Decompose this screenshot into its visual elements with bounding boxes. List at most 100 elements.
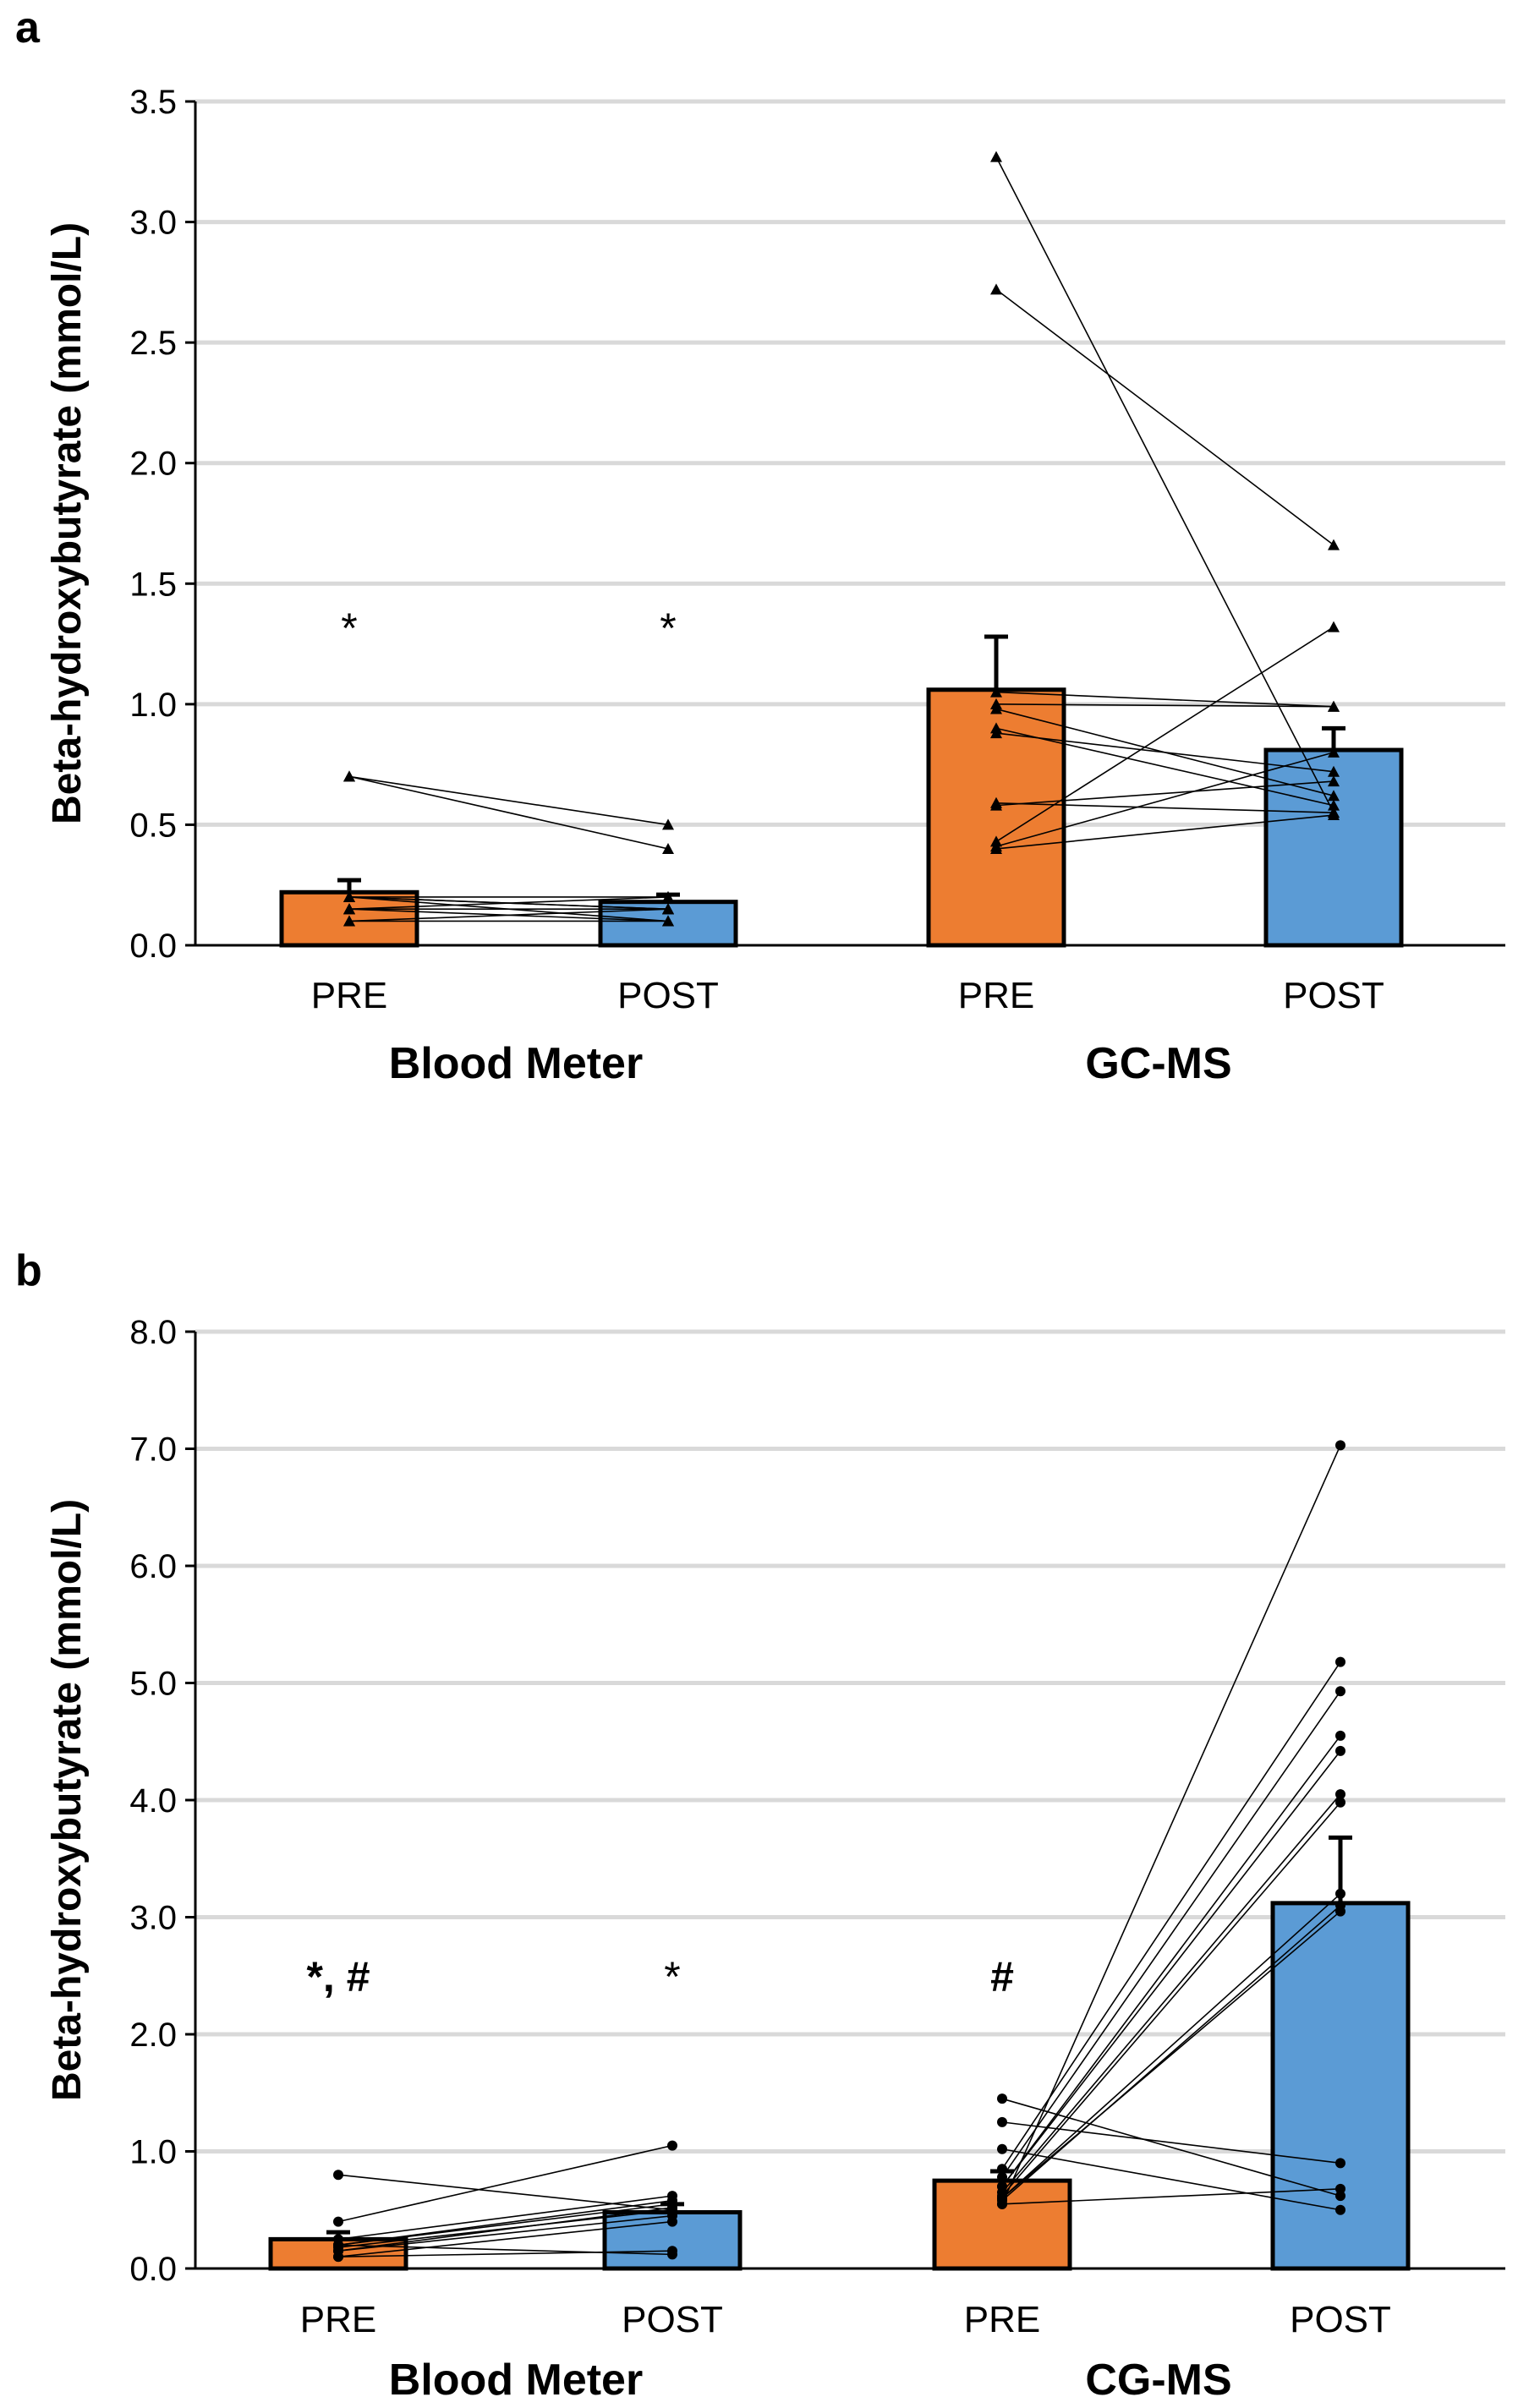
data-point — [1328, 746, 1340, 758]
chart-panel-b: b 0.0 1.0 2.0 3.0 4.0 5.0 6.0 7.0 8.0 Beta-hydroxy… — [15, 1246, 1505, 2405]
data-point — [990, 842, 1002, 854]
data-point — [1335, 1789, 1345, 1800]
subject-line — [995, 727, 1334, 807]
data-point — [1328, 809, 1340, 821]
subject-line — [1001, 1661, 1341, 2170]
subject-line — [1001, 1905, 1341, 2202]
subject-line — [995, 802, 1334, 813]
significance-marker: * — [660, 605, 676, 652]
y-tick-label: 1.0 — [129, 687, 177, 724]
data-point — [662, 818, 674, 830]
data-point — [1335, 2204, 1345, 2215]
subject-line — [348, 908, 669, 922]
subject-line — [995, 732, 1334, 773]
data-point — [667, 2249, 677, 2260]
subject-line — [1001, 1802, 1341, 2197]
category-label: PRE — [964, 2299, 1040, 2340]
y-tick-label: 2.0 — [129, 446, 177, 483]
category-label: POST — [1290, 2299, 1391, 2340]
data-point — [662, 842, 674, 854]
group-blood-meter: *, # * PRE POST Blood Meter — [268, 1953, 743, 2405]
subject-line — [337, 2203, 673, 2247]
data-point — [1335, 1730, 1345, 1741]
subject-line — [995, 156, 1334, 813]
y-tick-label: 5.0 — [129, 1666, 177, 1703]
subject-line — [348, 775, 669, 826]
data-point — [1335, 1656, 1345, 1667]
group-cg-ms: # PRE POST CG-MS — [932, 1440, 1411, 2405]
subject-line — [337, 2220, 673, 2258]
data-point — [997, 2093, 1007, 2104]
data-point — [1335, 2158, 1345, 2169]
y-tick-label: 7.0 — [129, 1431, 177, 1469]
y-axis-label: Beta-hydroxybutyrate (mmol/L) — [45, 1499, 90, 2101]
group-gc-ms: PRE POST GC-MS — [926, 150, 1404, 1088]
subject-line — [995, 626, 1334, 843]
subject-line — [337, 2195, 673, 2241]
panel-letter: a — [15, 3, 41, 52]
data-point — [1335, 1745, 1345, 1756]
data-point — [343, 770, 355, 782]
y-tick-label: 2.5 — [129, 325, 177, 362]
data-point — [343, 903, 355, 915]
y-tick-label: 3.0 — [129, 1900, 177, 1937]
y-tick-label: 1.5 — [129, 566, 177, 603]
y-tick-label: 6.0 — [129, 1548, 177, 1585]
data-point — [990, 283, 1002, 295]
significance-marker: *, # — [306, 1953, 370, 2000]
data-point — [1335, 1440, 1345, 1451]
data-point — [662, 903, 674, 915]
data-point — [662, 915, 674, 927]
subject-line — [995, 288, 1334, 546]
data-point — [1328, 799, 1340, 811]
y-tick-label: 0.5 — [129, 807, 177, 844]
y-tick-label: 8.0 — [129, 1314, 177, 1351]
subject-line — [348, 775, 669, 850]
subject-line — [348, 896, 669, 911]
group-label: Blood Meter — [389, 2356, 643, 2405]
data-point — [990, 150, 1002, 162]
y-tick-label: 0.0 — [129, 2251, 177, 2288]
data-point — [1335, 1906, 1345, 1917]
subject-line — [337, 2144, 673, 2223]
significance-marker: * — [664, 1953, 680, 2000]
data-point — [333, 2216, 343, 2227]
subject-line — [995, 752, 1334, 847]
subject-line — [995, 691, 1334, 708]
category-label: POST — [617, 975, 719, 1016]
y-tick-label: 3.5 — [129, 84, 177, 121]
subject-line — [1001, 1690, 1341, 2178]
subject-line — [995, 814, 1334, 850]
significance-marker: * — [341, 605, 357, 652]
group-label: Blood Meter — [389, 1039, 643, 1088]
data-point — [990, 703, 1002, 714]
subject-line — [337, 2250, 673, 2258]
data-point — [1328, 700, 1340, 712]
data-point — [990, 799, 1002, 811]
y-tick-label: 4.0 — [129, 1782, 177, 1820]
subject-line — [995, 703, 1334, 708]
subject-line — [1001, 1893, 1341, 2199]
data-point — [997, 2116, 1007, 2127]
data-point — [997, 2171, 1007, 2182]
chart-panel-a: a 0.0 0.5 1.0 1.5 2.0 2.5 3.0 3.5 Beta-hydroxybut… — [15, 3, 1505, 1088]
subject-line — [1001, 1750, 1341, 2187]
data-point — [343, 890, 355, 902]
data-point — [343, 915, 355, 927]
subject-line — [337, 2208, 673, 2248]
data-point — [1335, 2183, 1345, 2194]
data-point — [333, 2170, 343, 2181]
group-label: GC-MS — [1085, 1039, 1231, 1088]
significance-marker: # — [990, 1953, 1014, 2000]
group-blood-meter: * * PRE POST Blood Meter — [279, 605, 738, 1088]
subject-line — [1001, 2188, 1341, 2205]
data-point — [662, 890, 674, 902]
panel-letter: b — [15, 1246, 42, 1295]
data-point — [667, 2204, 677, 2215]
data-point — [990, 727, 1002, 739]
data-point — [1328, 765, 1340, 777]
subject-line — [995, 780, 1334, 807]
data-point — [997, 2143, 1007, 2154]
category-label: PRE — [300, 2299, 376, 2340]
